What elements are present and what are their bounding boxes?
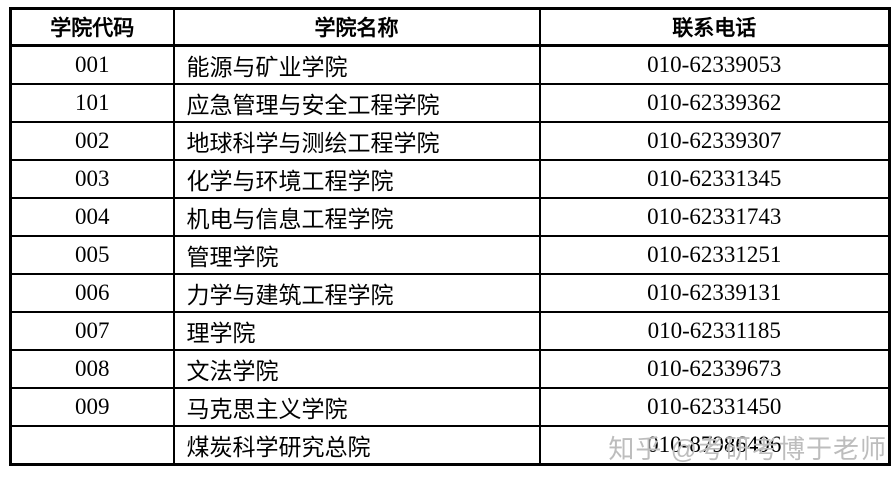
header-college-name: 学院名称	[172, 7, 541, 47]
college-name-cell: 理学院	[172, 311, 541, 351]
table-row: 101 应急管理与安全工程学院 010-62339362	[9, 83, 891, 123]
phone-cell: 010-62331345	[538, 159, 891, 199]
table-row: 006 力学与建筑工程学院 010-62339131	[9, 273, 891, 313]
college-contact-table: 学院代码 学院名称 联系电话 001 能源与矿业学院 010-62339053 …	[9, 7, 891, 466]
phone-cell: 010-62339131	[538, 273, 891, 313]
table-row: 008 文法学院 010-62339673	[9, 349, 891, 389]
table-row: 007 理学院 010-62331185	[9, 311, 891, 351]
phone-cell: 010-62331450	[538, 387, 891, 427]
table-body: 001 能源与矿业学院 010-62339053 101 应急管理与安全工程学院…	[9, 44, 891, 466]
college-name-cell: 马克思主义学院	[172, 387, 541, 427]
phone-cell: 010-62331185	[538, 311, 891, 351]
phone-cell: 010-62339053	[538, 44, 891, 85]
phone-cell: 010-62339362	[538, 83, 891, 123]
table-row: 009 马克思主义学院 010-62331450	[9, 387, 891, 427]
phone-cell: 010-87986496	[538, 425, 891, 466]
phone-cell: 010-62339673	[538, 349, 891, 389]
college-name-cell: 煤炭科学研究总院	[172, 425, 541, 466]
phone-cell: 010-62331251	[538, 235, 891, 275]
college-code-cell: 004	[9, 197, 175, 237]
college-name-cell: 力学与建筑工程学院	[172, 273, 541, 313]
college-code-cell: 007	[9, 311, 175, 351]
college-code-cell: 008	[9, 349, 175, 389]
college-name-cell: 管理学院	[172, 235, 541, 275]
table-row: 005 管理学院 010-62331251	[9, 235, 891, 275]
college-code-cell: 009	[9, 387, 175, 427]
phone-cell: 010-62339307	[538, 121, 891, 161]
college-name-cell: 文法学院	[172, 349, 541, 389]
college-code-cell: 005	[9, 235, 175, 275]
table-row: 001 能源与矿业学院 010-62339053	[9, 44, 891, 85]
college-code-cell: 101	[9, 83, 175, 123]
college-name-cell: 应急管理与安全工程学院	[172, 83, 541, 123]
table-row: 003 化学与环境工程学院 010-62331345	[9, 159, 891, 199]
college-name-cell: 机电与信息工程学院	[172, 197, 541, 237]
table-row: 004 机电与信息工程学院 010-62331743	[9, 197, 891, 237]
college-code-cell: 001	[9, 44, 175, 85]
table-row: 002 地球科学与测绘工程学院 010-62339307	[9, 121, 891, 161]
table-header-row: 学院代码 学院名称 联系电话	[9, 7, 891, 47]
header-college-code: 学院代码	[9, 7, 175, 47]
college-code-cell: 002	[9, 121, 175, 161]
phone-cell: 010-62331743	[538, 197, 891, 237]
college-code-cell	[9, 425, 175, 466]
college-name-cell: 化学与环境工程学院	[172, 159, 541, 199]
table-row: 煤炭科学研究总院 010-87986496	[9, 425, 891, 466]
college-code-cell: 003	[9, 159, 175, 199]
header-contact-phone: 联系电话	[538, 7, 891, 47]
college-name-cell: 地球科学与测绘工程学院	[172, 121, 541, 161]
college-name-cell: 能源与矿业学院	[172, 44, 541, 85]
college-code-cell: 006	[9, 273, 175, 313]
